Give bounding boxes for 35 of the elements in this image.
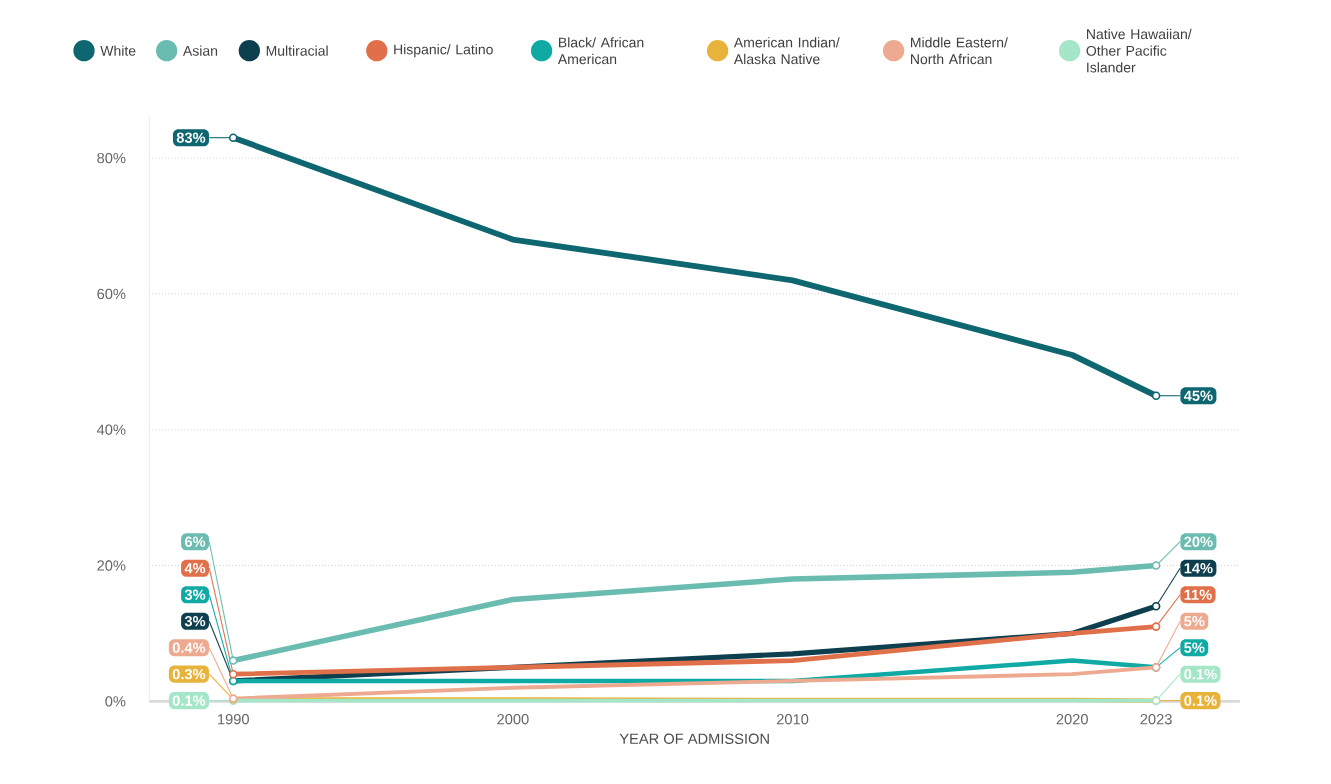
y-tick-label: 20% [97,560,126,571]
data-label: 3% [184,616,206,627]
y-tick-label: 60% [97,288,126,300]
legend-label: American Indian/ Alaska Native [733,37,840,65]
data-label: 0.3% [172,668,206,680]
data-label: 11% [1184,589,1212,600]
data-label: 45% [1183,390,1213,401]
y-tick-label: 0% [105,696,126,707]
data-label: 0.4% [172,642,206,653]
y-tick-label: 40% [96,424,126,435]
y-tick-label: 80% [97,152,126,164]
legend-label: Hispanic/ Latino [394,44,493,58]
legend-label: Native Hawaiian/ Other Pacific Islander [1086,28,1192,73]
x-tick-label: 1990 [218,714,249,725]
data-label: 83% [176,132,206,143]
data-label: 0.1% [1184,668,1217,680]
data-label: 5% [1184,616,1205,627]
data-label: 20% [1184,536,1213,547]
legend-label: Asian [182,45,218,56]
x-tick-label: 2000 [497,714,529,725]
data-label: 0.1% [1184,695,1217,706]
data-label: 5% [1184,642,1205,653]
legend-label: Middle Eastern/ North African [911,37,1008,65]
x-tick-label: 2010 [776,714,809,725]
x-tick-label: 2020 [1056,714,1088,725]
legend-label: Multiracial [266,45,328,56]
data-label: 6% [184,536,206,547]
data-label: 4% [184,563,206,574]
data-label: 0.1% [172,695,206,706]
x-tick-label: 2023 [1140,714,1172,725]
data-label: 14% [1184,563,1213,574]
data-label: 3% [184,589,206,600]
x-axis-title: YEAR OF ADMISSION [619,733,769,744]
legend-label: White [100,45,136,56]
legend-label: Black/ African American [557,37,644,65]
